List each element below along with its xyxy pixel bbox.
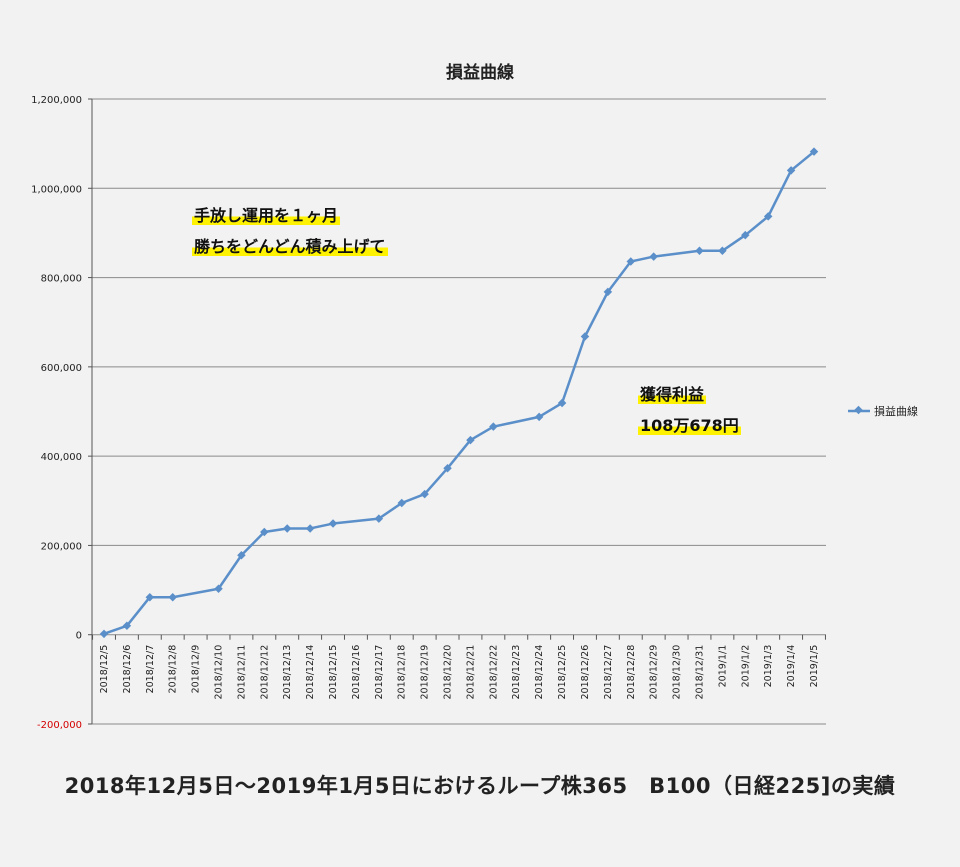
y-tick-label: 800,000 xyxy=(41,274,82,285)
annotation-line2: 勝ちをどんどん積み上げて xyxy=(192,237,388,256)
profit-label: 獲得利益 xyxy=(638,385,707,404)
data-point xyxy=(328,519,338,528)
annotation-profit-value: 108万678円 xyxy=(638,416,741,436)
x-tick-label: 2018/12/6 xyxy=(122,645,133,694)
y-tick-label: -200,000 xyxy=(37,720,82,731)
x-tick-label: 2018/12/15 xyxy=(328,645,339,700)
x-tick-label: 2018/12/20 xyxy=(443,645,454,700)
x-tick-label: 2018/12/24 xyxy=(534,645,545,700)
x-tick-label: 2019/1/3 xyxy=(763,645,774,688)
x-tick-label: 2018/12/25 xyxy=(557,645,568,700)
profit-value: 108万678円 xyxy=(638,416,741,435)
x-tick-label: 2018/12/21 xyxy=(465,645,476,700)
x-tick-label: 2018/12/12 xyxy=(259,645,270,700)
x-tick-label: 2018/12/5 xyxy=(99,645,110,694)
x-tick-label: 2018/12/19 xyxy=(420,645,431,700)
legend: 損益曲線 xyxy=(848,404,918,418)
y-tick-label: 200,000 xyxy=(41,541,82,552)
x-tick-label: 2018/12/27 xyxy=(603,645,614,700)
data-point xyxy=(260,527,269,537)
data-point xyxy=(695,246,704,256)
x-tick-label: 2018/12/30 xyxy=(672,645,683,700)
data-point xyxy=(580,332,590,341)
y-tick-label: 600,000 xyxy=(41,363,82,374)
x-tick-label: 2019/1/5 xyxy=(809,645,820,688)
data-point xyxy=(305,524,315,533)
x-tick-label: 2018/12/9 xyxy=(191,645,202,694)
data-point xyxy=(99,629,109,639)
x-tick-label: 2019/1/1 xyxy=(717,645,728,688)
x-tick-label: 2018/12/10 xyxy=(214,645,225,700)
data-point xyxy=(374,514,384,523)
x-tick-label: 2018/12/26 xyxy=(580,645,591,700)
x-tick-label: 2018/12/7 xyxy=(145,645,156,694)
y-tick-label: 400,000 xyxy=(41,452,82,463)
x-tick-label: 2018/12/22 xyxy=(488,645,499,700)
x-tick-label: 2019/1/2 xyxy=(740,645,751,688)
data-point xyxy=(489,422,498,431)
x-tick-label: 2018/12/17 xyxy=(374,645,385,700)
data-point xyxy=(443,463,452,473)
x-tick-label: 2018/12/28 xyxy=(626,645,637,700)
x-tick-label: 2018/12/13 xyxy=(282,645,293,700)
annotation-line1: 手放し運用を１ヶ月 xyxy=(192,206,341,225)
figure-caption: 2018年12月5日～2019年1月5日におけるループ株365 B100（日経2… xyxy=(64,774,896,798)
x-tick-label: 2018/12/29 xyxy=(649,645,660,700)
data-point xyxy=(168,592,177,602)
y-tick-label: 1,000,000 xyxy=(31,184,82,195)
legend-label: 損益曲線 xyxy=(874,404,918,418)
data-point xyxy=(282,524,292,533)
annotation-accumulate: 勝ちをどんどん積み上げて xyxy=(192,237,388,257)
y-tick-label: 1,200,000 xyxy=(31,95,82,106)
data-point xyxy=(626,257,636,266)
x-tick-label: 2018/12/18 xyxy=(397,645,408,700)
x-tick-label: 2018/12/23 xyxy=(511,645,522,700)
data-point xyxy=(557,398,567,408)
x-tick-label: 2018/12/8 xyxy=(168,645,179,694)
chart-title: 損益曲線 xyxy=(446,62,514,83)
legend-marker xyxy=(854,405,863,415)
series-line xyxy=(103,150,815,636)
profit-curve-chart: 損益曲線 -200,000 0 200,000 400,000 600,000 800,0… xyxy=(31,62,918,731)
annotation-hands-free: 手放し運用を１ヶ月 xyxy=(192,206,341,226)
data-point xyxy=(420,489,429,499)
data-point xyxy=(649,252,658,261)
data-point xyxy=(397,498,406,508)
data-point xyxy=(466,435,475,445)
x-tick-label: 2019/1/4 xyxy=(786,645,797,688)
data-point xyxy=(534,412,544,422)
data-point xyxy=(603,287,613,297)
x-tick-label: 2018/12/14 xyxy=(305,645,316,700)
x-tick-label: 2018/12/11 xyxy=(236,645,247,700)
annotation-profit-label: 獲得利益 xyxy=(638,385,707,405)
y-tick-label: 0 xyxy=(76,631,82,642)
x-tick-label: 2018/12/31 xyxy=(694,645,705,700)
x-tick-label: 2018/12/16 xyxy=(351,645,362,700)
